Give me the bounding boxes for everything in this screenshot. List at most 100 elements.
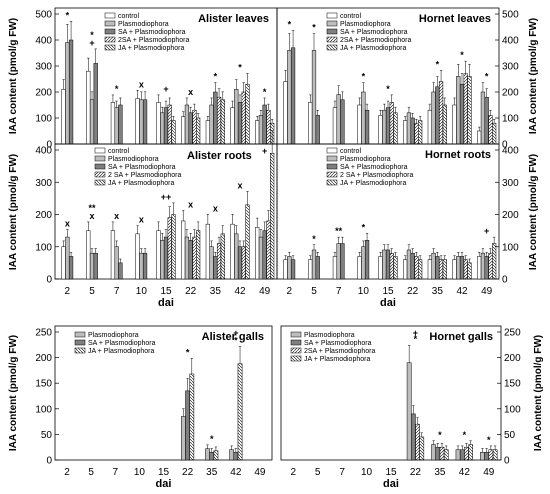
bar [283,81,288,145]
bar [435,86,440,145]
bar [135,233,140,280]
x-tick-label: 7 [339,467,345,478]
y-tick-label: 300 [35,62,52,73]
bar [418,259,423,280]
significance-mark: * [362,222,366,232]
bar [315,115,320,145]
bar [415,423,420,461]
significance-mark: x [89,211,94,221]
x-tick-label: 35 [206,467,218,478]
bar [233,452,239,461]
x-tick-label: 15 [158,467,170,478]
y-tick-label: 400 [502,36,519,47]
bar [443,449,449,461]
significance-mark: + [89,38,94,48]
significance-mark: * [312,234,316,244]
bar [192,109,197,145]
legend-entry: Plasmodiophora [340,21,391,28]
panel-title: Alister galls [202,331,264,343]
significance-mark: * [460,50,464,60]
bar [488,115,493,145]
bar [118,262,123,280]
bar [290,259,296,280]
legend-swatch [326,28,338,35]
bar [361,91,366,145]
x-tick-label: 15 [160,286,172,297]
bar [61,246,66,280]
bar [156,230,161,280]
x-tick-label: 35 [210,286,222,297]
bar [406,362,412,461]
bar [336,243,341,280]
significance-mark: * [263,87,267,97]
bar [110,102,116,145]
bar [332,256,338,280]
bar [209,104,214,145]
y-tick-label: 0 [46,275,52,286]
bar [455,449,461,461]
bar [439,446,445,461]
bar [220,233,225,280]
bar [488,449,494,461]
bar [139,252,144,280]
bar [435,256,440,280]
x-tick-label: 10 [361,467,373,478]
bar [403,120,408,145]
bar [431,91,436,145]
legend-entry: JA + Plasmodiophora [108,180,174,187]
significance-mark: + [413,328,418,338]
bar [283,259,288,280]
y-tick-label: 0 [46,140,52,151]
significance-mark: * [362,72,366,82]
bar [308,259,313,280]
bar [287,256,292,280]
y-tick-label: 150 [35,379,52,390]
y-tick-label: 200 [502,210,519,221]
bar [442,259,447,280]
legend-entry: Plasmodiophora [108,156,159,163]
bar [89,252,95,280]
bar [142,252,148,280]
bar [484,452,490,461]
bar [160,112,165,145]
bar [340,243,345,280]
bar [196,230,201,280]
bar [427,109,432,145]
y-tick-label: 100 [35,242,52,253]
x-tick-label: 7 [336,286,342,297]
significance-mark: x [237,180,242,190]
bar [266,109,271,145]
legend-entry: SA + Plasmodiophora [108,164,176,171]
y-tick-label: 0 [502,140,508,151]
bar [480,252,486,280]
y-tick-label: 100 [502,242,519,253]
significance-mark: + [484,226,489,236]
bar [492,122,497,145]
legend-entry: control [340,148,361,155]
x-tick-label: 2 [290,467,296,478]
bar [142,99,148,145]
legend-swatch [94,155,106,162]
bar [389,102,394,145]
bar [410,252,415,280]
x-tick-label: 42 [230,467,242,478]
bar [160,240,165,280]
y-tick-label: 400 [502,146,519,157]
x-tick-label: 5 [89,286,95,297]
significance-mark: * [485,72,489,82]
legend-entry: Plasmodiophora [118,21,169,28]
legend-swatch [74,339,86,346]
bar [93,63,98,145]
x-tick-label: 49 [483,467,495,478]
bar [234,89,239,145]
significance-mark: x [139,79,144,89]
significance-mark: * [312,23,316,33]
significance-mark: x [139,215,144,225]
bar [403,259,408,280]
panel-title: Hornet leaves [419,13,491,25]
bar [229,449,234,461]
bar [492,243,497,280]
x-tick-label: 2 [64,467,70,478]
significance-mark: + [163,84,168,94]
